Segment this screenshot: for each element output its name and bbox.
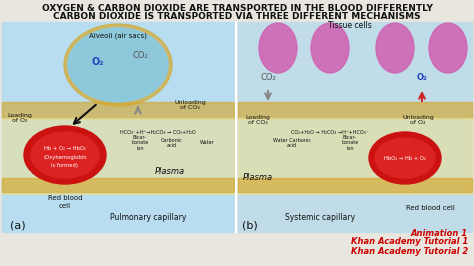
Text: CO₂: CO₂ — [260, 73, 276, 82]
Text: Alveoli (air sacs): Alveoli (air sacs) — [89, 33, 147, 39]
Ellipse shape — [369, 132, 441, 184]
Text: Bicar-
bonate
ion: Bicar- bonate ion — [131, 135, 149, 151]
Bar — [2, 102, 234, 118]
Text: Unloading
of O₂: Unloading of O₂ — [402, 115, 434, 125]
Text: Carbonic
acid: Carbonic acid — [161, 138, 183, 148]
Ellipse shape — [375, 138, 435, 178]
Ellipse shape — [259, 23, 297, 73]
Text: OXYGEN & CARBON DIOXIDE ARE TRANSPORTED IN THE BLOOD DIFFERENTLY: OXYGEN & CARBON DIOXIDE ARE TRANSPORTED … — [42, 4, 432, 13]
Bar — [238, 118, 472, 194]
Bar — [2, 22, 234, 232]
Text: Loading
of O₂: Loading of O₂ — [8, 113, 32, 123]
Bar — [238, 178, 472, 192]
Text: is formed): is formed) — [52, 163, 79, 168]
Text: Bicar-
bonate
ion: Bicar- bonate ion — [341, 135, 359, 151]
Text: Red blood cell: Red blood cell — [406, 205, 455, 211]
Ellipse shape — [311, 23, 349, 73]
Text: (a): (a) — [10, 220, 26, 230]
Text: Animation 1: Animation 1 — [411, 228, 468, 238]
Text: Red blood
cell: Red blood cell — [48, 196, 82, 209]
Text: CO₂: CO₂ — [132, 52, 148, 60]
Text: Tissue cells: Tissue cells — [328, 22, 372, 31]
Text: CO₂+H₂O → H₂CO₃ →H⁺+HCO₃⁻: CO₂+H₂O → H₂CO₃ →H⁺+HCO₃⁻ — [292, 131, 369, 135]
Text: HbO₂ → Hb + O₂: HbO₂ → Hb + O₂ — [384, 156, 426, 160]
Text: Systemic capillary: Systemic capillary — [285, 214, 355, 222]
Text: Plasma: Plasma — [155, 168, 185, 177]
Ellipse shape — [24, 126, 106, 184]
Bar — [238, 102, 472, 118]
Text: O₂: O₂ — [417, 73, 428, 82]
Bar — [2, 118, 234, 194]
Text: Khan Academy Tutorial 2: Khan Academy Tutorial 2 — [351, 247, 468, 256]
Text: Loading
of CO₂: Loading of CO₂ — [246, 115, 271, 125]
Ellipse shape — [376, 23, 414, 73]
Bar — [238, 22, 472, 232]
Text: Pulmonary capillary: Pulmonary capillary — [110, 214, 186, 222]
Text: (b): (b) — [242, 220, 258, 230]
Ellipse shape — [64, 24, 172, 106]
Text: Unloading
of CO₂: Unloading of CO₂ — [174, 99, 206, 110]
Text: Water Carbonic
acid: Water Carbonic acid — [273, 138, 311, 148]
Text: (Oxyhemoglobin: (Oxyhemoglobin — [43, 155, 87, 160]
Text: HCO₃⁻+H⁺→H₂CO₃ → CO₂+H₂O: HCO₃⁻+H⁺→H₂CO₃ → CO₂+H₂O — [120, 131, 196, 135]
Ellipse shape — [429, 23, 467, 73]
Bar — [2, 178, 234, 192]
Text: CARBON DIOXIDE IS TRANSPORTED VIA THREE DIFFERENT MECHANISMS: CARBON DIOXIDE IS TRANSPORTED VIA THREE … — [53, 12, 421, 21]
Text: Khan Academy Tutorial 1: Khan Academy Tutorial 1 — [351, 238, 468, 247]
Text: Water: Water — [200, 140, 214, 146]
Text: Plasma: Plasma — [243, 173, 273, 182]
Text: O₂: O₂ — [92, 57, 104, 67]
Text: Hb + O₂ → HbO₂: Hb + O₂ → HbO₂ — [44, 146, 86, 151]
Ellipse shape — [31, 132, 99, 178]
Ellipse shape — [68, 28, 168, 102]
